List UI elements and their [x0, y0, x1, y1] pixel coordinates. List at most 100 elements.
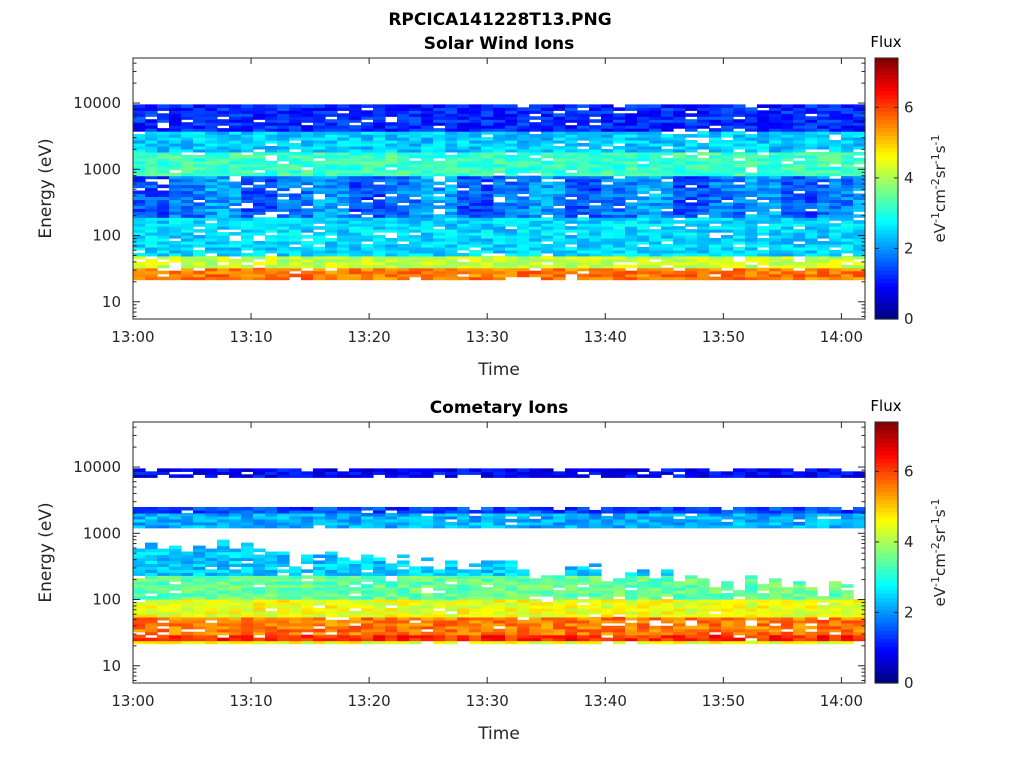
- heatmap-cell: [553, 276, 566, 281]
- heatmap-cell: [133, 238, 146, 242]
- colorbar-segment: [875, 208, 898, 214]
- heatmap-cell: [637, 223, 650, 227]
- heatmap-cell: [325, 258, 338, 263]
- heatmap-cell: [589, 521, 602, 526]
- heatmap-cell: [373, 506, 386, 511]
- heatmap-cell: [445, 640, 458, 645]
- heatmap-cell: [289, 113, 302, 117]
- heatmap-cell: [577, 524, 590, 529]
- heatmap-cell: [421, 557, 434, 562]
- heatmap-cell: [685, 258, 698, 263]
- heatmap-cell: [229, 625, 242, 630]
- heatmap-cell: [445, 258, 458, 263]
- heatmap-cell: [385, 190, 398, 195]
- heatmap-cell: [313, 226, 326, 230]
- heatmap-cell: [529, 104, 542, 108]
- heatmap-cell: [673, 264, 686, 269]
- heatmap-cell: [337, 524, 350, 529]
- heatmap-cell: [397, 232, 410, 236]
- heatmap-cell: [373, 125, 386, 129]
- heatmap-cell: [301, 142, 314, 147]
- heatmap-cell: [781, 208, 794, 212]
- heatmap-cell: [361, 267, 374, 272]
- heatmap-cell: [613, 154, 626, 159]
- heatmap-cell: [781, 264, 794, 269]
- heatmap-cell: [481, 619, 494, 624]
- heatmap-cell: [589, 157, 602, 162]
- heatmap-cell: [493, 140, 506, 144]
- heatmap-cell: [757, 169, 770, 174]
- heatmap-cell: [217, 148, 230, 153]
- heatmap-cell: [409, 515, 422, 520]
- heatmap-cell: [193, 113, 206, 117]
- heatmap-cell: [241, 181, 254, 186]
- heatmap-cell: [517, 181, 530, 186]
- heatmap-cell: [289, 273, 302, 278]
- heatmap-cell: [349, 276, 362, 281]
- heatmap-cell: [301, 575, 314, 579]
- heatmap-cell: [433, 110, 446, 114]
- heatmap-cell: [745, 267, 758, 272]
- heatmap-cell: [769, 157, 782, 162]
- heatmap-cell: [385, 202, 398, 206]
- heatmap-cell: [349, 181, 362, 186]
- heatmap-cell: [589, 590, 602, 594]
- heatmap-cell: [673, 107, 686, 111]
- heatmap-cell: [469, 142, 482, 147]
- heatmap-cell: [205, 584, 218, 588]
- heatmap-cell: [277, 581, 290, 585]
- heatmap-cell: [145, 602, 158, 606]
- heatmap-cell: [313, 628, 326, 633]
- heatmap-cell: [769, 240, 782, 245]
- heatmap-cell: [325, 634, 338, 639]
- heatmap-cell: [469, 211, 482, 215]
- heatmap-cell: [829, 255, 842, 260]
- heatmap-cell: [517, 613, 530, 618]
- heatmap-cell: [505, 569, 518, 573]
- heatmap-cell: [313, 140, 326, 144]
- heatmap-cell: [409, 116, 422, 120]
- heatmap-cell: [181, 264, 194, 269]
- heatmap-cell: [145, 640, 158, 645]
- colorbar-segment: [875, 164, 898, 169]
- heatmap-cell: [853, 267, 866, 272]
- heatmap-cell: [337, 148, 350, 153]
- heatmap-cell: [277, 575, 290, 579]
- heatmap-cell: [337, 229, 350, 233]
- heatmap-cell: [325, 145, 338, 150]
- heatmap-cell: [445, 148, 458, 153]
- heatmap-cell: [589, 181, 602, 186]
- heatmap-cell: [601, 172, 614, 177]
- heatmap-cell: [613, 125, 626, 129]
- heatmap-cell: [805, 276, 818, 281]
- heatmap-cell: [613, 119, 626, 123]
- heatmap-cell: [373, 572, 386, 576]
- heatmap-cell: [385, 252, 398, 257]
- heatmap-cell: [625, 157, 638, 162]
- heatmap-cell: [613, 113, 626, 117]
- heatmap-cell: [493, 613, 506, 618]
- heatmap-cell: [625, 140, 638, 144]
- heatmap-cell: [469, 258, 482, 263]
- heatmap-cell: [733, 238, 746, 242]
- heatmap-cell: [841, 166, 854, 171]
- heatmap-cell: [193, 223, 206, 227]
- heatmap-cell: [613, 515, 626, 520]
- heatmap-cell: [517, 625, 530, 630]
- heatmap-cell: [181, 217, 194, 221]
- heatmap-cell: [229, 220, 242, 224]
- heatmap-cell: [337, 512, 350, 517]
- heatmap-cell: [841, 113, 854, 117]
- heatmap-cell: [457, 232, 470, 236]
- heatmap-cell: [253, 142, 266, 147]
- heatmap-cell: [649, 238, 662, 242]
- heatmap-cell: [553, 640, 566, 645]
- heatmap-cell: [457, 157, 470, 162]
- heatmap-cell: [361, 593, 374, 597]
- heatmap-cell: [433, 631, 446, 636]
- heatmap-cell: [457, 128, 470, 132]
- heatmap-cell: [337, 137, 350, 141]
- colorbar-segment: [875, 294, 898, 300]
- heatmap-cell: [301, 637, 314, 642]
- colorbar-segment: [875, 155, 898, 161]
